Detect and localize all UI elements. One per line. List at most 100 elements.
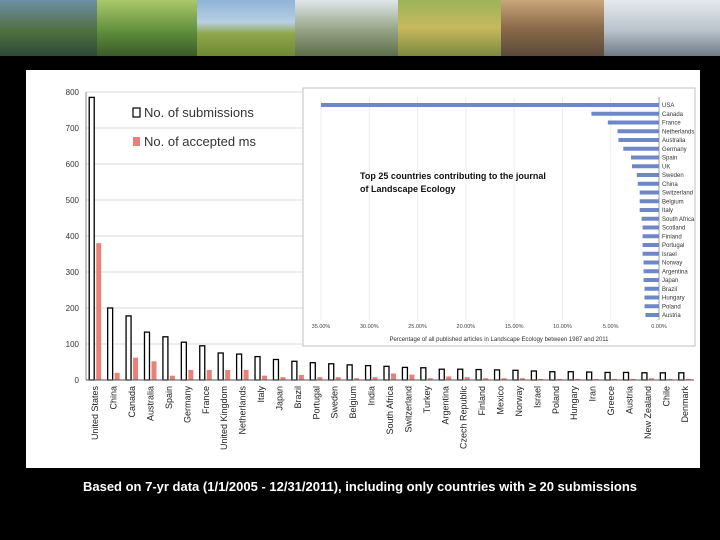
legend-label-accepted: No. of accepted ms — [144, 134, 256, 149]
x-tick-label: Mexico — [496, 386, 506, 415]
x-tick-label: India — [367, 386, 377, 406]
bar-accepted — [575, 378, 581, 380]
legend-swatch-submissions — [132, 107, 141, 118]
photo-grassland — [197, 0, 295, 56]
x-tick-label: Spain — [164, 386, 174, 409]
x-tick-label: Japan — [274, 386, 284, 411]
bar-submissions — [549, 371, 556, 381]
x-tick-label: Chile — [661, 386, 671, 407]
bar-accepted — [169, 375, 175, 380]
bar-submissions — [125, 315, 132, 381]
bar-accepted — [298, 374, 304, 380]
bar-submissions — [199, 345, 206, 381]
y-tick-label: 800 — [66, 88, 80, 97]
bar-submissions — [309, 362, 316, 381]
x-tick-label: Finland — [477, 386, 487, 416]
inset-bar — [643, 269, 659, 274]
header-photo-strip — [0, 0, 720, 56]
inset-bar — [642, 225, 659, 230]
bar-accepted — [501, 378, 507, 380]
x-tick-label: Iran — [588, 386, 598, 402]
bar-submissions — [254, 355, 261, 381]
inset-category-label: Germany — [662, 147, 687, 153]
inset-x-tick-label: 30.00% — [360, 324, 379, 330]
x-tick-label: Brazil — [293, 386, 303, 409]
bar-accepted — [96, 243, 102, 380]
inset-bar — [643, 260, 659, 265]
inset-x-tick-label: 15.00% — [505, 324, 524, 330]
x-tick-label: Czech Republic — [459, 386, 469, 450]
bar-accepted — [446, 376, 452, 380]
inset-category-label: Scotland — [662, 226, 685, 232]
bar-submissions — [641, 372, 648, 381]
x-tick-label: United Kingdom — [219, 386, 229, 450]
bar-accepted — [648, 378, 654, 380]
x-tick-label: South Africa — [385, 386, 395, 435]
bar-accepted — [262, 375, 268, 380]
bar-submissions — [457, 368, 464, 381]
x-tick-label: Sweden — [330, 386, 340, 419]
figure-caption: Based on 7-yr data (1/1/2005 - 12/31/201… — [82, 479, 638, 494]
photo-forest-stream — [97, 0, 197, 56]
inset-bar — [643, 278, 659, 282]
bar-submissions — [493, 369, 501, 381]
photo-mountain-lake — [0, 0, 97, 56]
inset-x-tick-label: 5.00% — [603, 324, 619, 330]
inset-bar — [639, 199, 659, 204]
bar-accepted — [188, 369, 194, 380]
x-tick-label: Argentina — [440, 386, 450, 425]
bar-submissions — [162, 336, 169, 381]
x-tick-label: Poland — [551, 386, 561, 414]
bar-submissions — [88, 96, 95, 381]
y-tick-label: 300 — [66, 268, 80, 277]
bar-accepted — [483, 378, 489, 380]
inset-title-line-2: of Landscape Ecology — [360, 184, 456, 194]
inset-bar — [321, 103, 659, 107]
inset-category-label: South Africa — [662, 217, 695, 223]
inset-category-label: Portugal — [662, 243, 684, 249]
inset-bar — [644, 304, 659, 309]
bar-accepted — [464, 377, 470, 380]
inset-bar — [618, 138, 659, 142]
photo-farmland — [398, 0, 501, 56]
y-tick-label: 0 — [75, 376, 80, 385]
inset-bar — [637, 181, 659, 186]
bar-accepted — [427, 378, 433, 380]
bar-accepted — [409, 374, 415, 380]
inset-x-tick-label: 0.00% — [651, 324, 667, 330]
inset-bar — [591, 111, 659, 116]
bar-accepted — [667, 378, 673, 380]
bar-accepted — [538, 378, 544, 380]
inset-category-label: Italy — [662, 208, 673, 214]
bar-accepted — [354, 378, 360, 380]
bar-submissions — [106, 307, 114, 381]
inset-bar — [631, 164, 659, 169]
inset-bar — [644, 286, 659, 291]
inset-category-label: UK — [662, 164, 670, 170]
x-tick-label: France — [201, 386, 211, 414]
inset-title-line-1: Top 25 countries contributing to the jou… — [360, 171, 546, 181]
y-tick-label: 400 — [66, 232, 80, 241]
bar-submissions — [438, 368, 445, 381]
x-tick-label: Germany — [182, 386, 192, 424]
inset-bar — [630, 155, 659, 160]
inset-category-label: Finland — [662, 234, 682, 240]
photo-city-buildings — [501, 0, 604, 56]
bar-submissions — [567, 371, 574, 381]
inset-bar — [617, 129, 659, 134]
bar-submissions — [291, 360, 298, 381]
inset-category-label: Canada — [662, 112, 684, 118]
chart-svg: 0 100 200 300 400 500 600 700 800 United States Ch… — [66, 87, 696, 450]
inset-category-label: Japan — [662, 278, 678, 284]
bar-submissions — [659, 372, 667, 381]
inset-category-label: Brazil — [662, 287, 677, 293]
inset-category-label: Hungary — [662, 296, 685, 302]
inset-bar — [645, 313, 659, 317]
x-tick-label: Netherlands — [238, 386, 248, 435]
x-tick-label: Switzerland — [403, 386, 413, 433]
bar-accepted — [243, 369, 249, 380]
x-tick-label: Greece — [606, 386, 616, 416]
inset-category-label: Austria — [662, 313, 681, 319]
bar-accepted — [335, 377, 341, 380]
inset-panel — [302, 87, 696, 347]
